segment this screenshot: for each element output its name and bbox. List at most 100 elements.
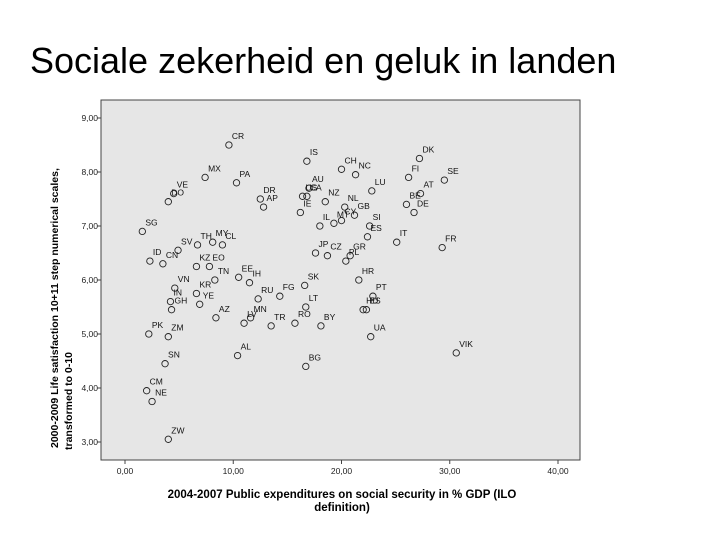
data-point (138, 227, 146, 236)
data-point (159, 260, 167, 268)
data-point (164, 333, 172, 341)
data-point (212, 314, 220, 322)
point-label: RO (298, 309, 311, 319)
data-point (145, 330, 153, 338)
point-label: AT (424, 180, 434, 190)
point-label: US (306, 182, 318, 192)
point-label: DR (263, 185, 275, 195)
y-tick-label: 9,00 (81, 113, 98, 123)
data-point (355, 276, 363, 284)
point-label: PK (152, 320, 164, 330)
data-point (350, 211, 359, 219)
data-point (316, 222, 324, 230)
point-label: LV (247, 309, 257, 319)
data-point (235, 273, 243, 281)
point-label: AP (267, 193, 279, 203)
point-label: NE (155, 388, 167, 398)
point-label: ES (370, 223, 382, 233)
data-point (164, 198, 172, 206)
y-tick-label: 6,00 (81, 275, 98, 285)
point-label: AU (312, 174, 324, 184)
data-point (311, 249, 320, 257)
point-label: PA (239, 169, 250, 179)
y-tick-label: 3,00 (81, 437, 98, 447)
data-point (291, 319, 299, 327)
point-label: CM (150, 377, 163, 387)
data-point (170, 189, 178, 198)
data-point (146, 257, 154, 265)
data-point (167, 306, 176, 314)
point-label: LT (309, 293, 318, 303)
point-label: BY (324, 312, 336, 322)
point-label: TR (274, 312, 285, 322)
point-label: AL (241, 342, 252, 352)
data-point (368, 187, 376, 195)
data-point (148, 397, 156, 406)
y-tick-label: 4,00 (81, 383, 98, 393)
point-label: CY (345, 207, 357, 217)
data-point (276, 292, 284, 300)
point-label: IT (400, 228, 408, 238)
y-axis-ticks: 3,00 4,00 5,00 6,00 7,00 8,00 9,00 (81, 113, 101, 447)
y-tick-label: 5,00 (81, 329, 98, 339)
point-label: MY (216, 228, 229, 238)
point-label: BG (309, 352, 321, 362)
point-label: NC (359, 161, 371, 171)
x-axis-label-line1: 2004-2007 Public expenditures on social … (168, 489, 517, 501)
y-axis-label-line1: 2000-2009 Life satisfaction 10+11 step n… (49, 168, 61, 448)
data-point (254, 295, 262, 303)
data-point (323, 252, 332, 260)
data-point (305, 184, 313, 192)
y-axis-label-line2: transformed to 0-10 (63, 352, 75, 450)
data-point (201, 173, 209, 182)
data-point (209, 238, 217, 246)
data-point (362, 306, 371, 314)
data-point (174, 246, 182, 254)
data-point (402, 200, 411, 209)
x-tick-label: 30,00 (439, 466, 461, 476)
point-label: ES (369, 296, 381, 306)
data-point (211, 276, 219, 284)
data-point (245, 279, 254, 287)
point-label: IH (252, 269, 260, 279)
plot-background (100, 99, 581, 461)
point-label: CL (225, 231, 236, 241)
y-tick-label: 7,00 (81, 221, 98, 231)
data-point (161, 360, 169, 368)
x-tick-label: 20,00 (331, 466, 353, 476)
point-label: JP (319, 239, 329, 249)
point-label: IN (173, 288, 182, 298)
x-tick-label: 0,00 (117, 466, 134, 476)
data-point (205, 262, 214, 271)
data-point (330, 219, 338, 227)
point-label: SG (145, 217, 157, 227)
point-label: IL (323, 212, 330, 222)
point-label: KR (199, 280, 211, 290)
data-point (192, 289, 201, 298)
point-label: NZ (328, 188, 339, 198)
data-point (225, 141, 233, 149)
point-label: ID (153, 247, 162, 257)
data-point (240, 319, 248, 327)
data-point (321, 198, 329, 206)
point-label: GH (175, 296, 188, 306)
data-point (296, 208, 305, 217)
data-point (192, 262, 201, 271)
data-point (164, 435, 172, 443)
point-label: SK (308, 271, 320, 281)
point-label: VE (177, 180, 189, 190)
data-point (218, 241, 227, 249)
point-label: IS (310, 147, 318, 157)
point-label: CZ (330, 242, 341, 252)
point-label: TH (201, 231, 212, 241)
data-point (346, 252, 354, 260)
data-point (363, 233, 372, 241)
data-point (341, 203, 349, 211)
y-tick-label: 8,00 (81, 167, 98, 177)
data-point (232, 179, 241, 187)
point-label: EE (242, 263, 254, 273)
point-label: MN (254, 304, 267, 314)
point-label: YE (203, 290, 215, 300)
data-point (415, 154, 424, 163)
